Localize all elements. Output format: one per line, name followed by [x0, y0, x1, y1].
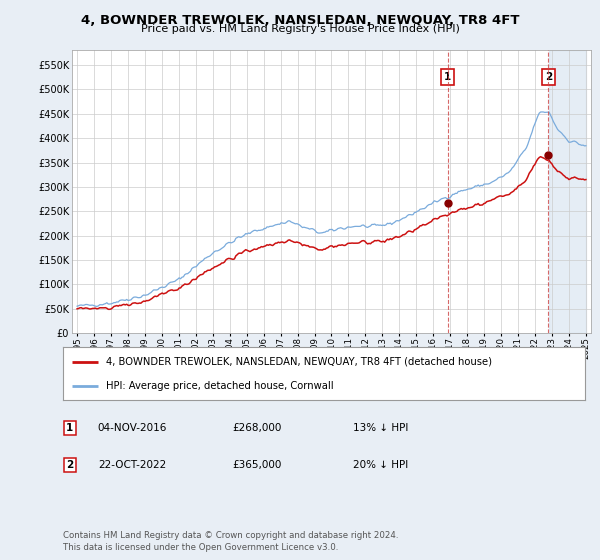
Text: 20% ↓ HPI: 20% ↓ HPI: [353, 460, 408, 470]
Text: 4, BOWNDER TREWOLEK, NANSLEDAN, NEWQUAY, TR8 4FT: 4, BOWNDER TREWOLEK, NANSLEDAN, NEWQUAY,…: [81, 14, 519, 27]
Text: Contains HM Land Registry data © Crown copyright and database right 2024.
This d: Contains HM Land Registry data © Crown c…: [63, 531, 398, 552]
Text: 22-OCT-2022: 22-OCT-2022: [98, 460, 166, 470]
Text: 4, BOWNDER TREWOLEK, NANSLEDAN, NEWQUAY, TR8 4FT (detached house): 4, BOWNDER TREWOLEK, NANSLEDAN, NEWQUAY,…: [106, 357, 492, 367]
Text: 2: 2: [545, 72, 552, 82]
Text: 2: 2: [66, 460, 73, 470]
Text: 13% ↓ HPI: 13% ↓ HPI: [353, 423, 408, 433]
Text: £268,000: £268,000: [233, 423, 282, 433]
Text: Price paid vs. HM Land Registry's House Price Index (HPI): Price paid vs. HM Land Registry's House …: [140, 24, 460, 34]
Text: HPI: Average price, detached house, Cornwall: HPI: Average price, detached house, Corn…: [106, 381, 334, 391]
Text: 1: 1: [444, 72, 451, 82]
Text: 04-NOV-2016: 04-NOV-2016: [98, 423, 167, 433]
Text: 1: 1: [66, 423, 73, 433]
Text: £365,000: £365,000: [233, 460, 282, 470]
